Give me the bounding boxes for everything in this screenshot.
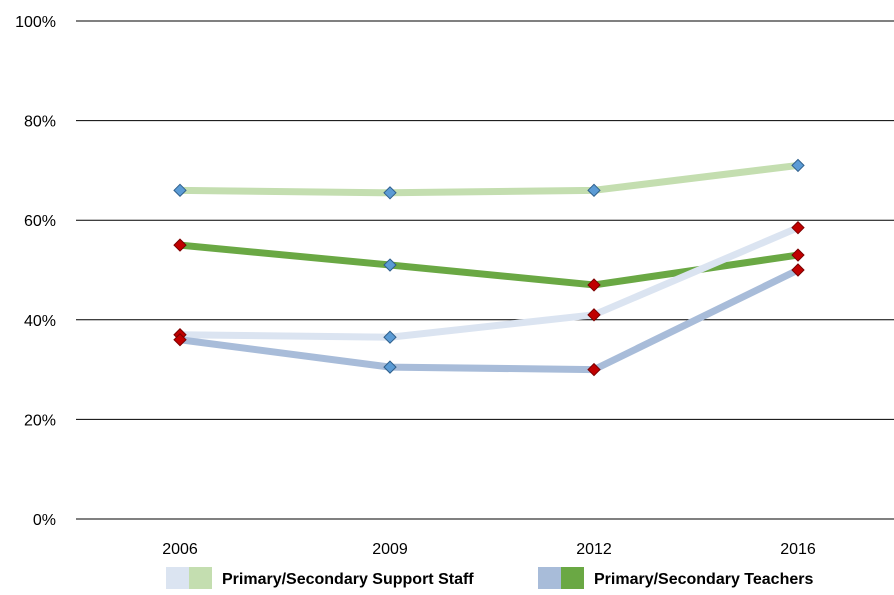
data-point-marker <box>173 183 187 198</box>
legend-item: Primary/Secondary Teachers <box>538 567 813 589</box>
data-point-marker <box>383 258 397 272</box>
series-line-3 <box>179 224 800 341</box>
data-point-marker <box>791 220 805 235</box>
legend: Primary/Secondary Support Staff Primary/S… <box>166 567 813 589</box>
data-point-marker <box>383 330 397 344</box>
y-tick-label: 80% <box>24 114 56 131</box>
y-tick-label: 20% <box>24 412 56 429</box>
data-point-marker <box>791 263 805 277</box>
gridlines <box>76 20 894 520</box>
legend-swatch <box>538 567 561 589</box>
data-point-marker <box>791 158 805 173</box>
series-lines <box>179 161 800 374</box>
legend-swatch <box>561 567 584 589</box>
x-tick-label: 2012 <box>576 541 612 558</box>
legend-label: Primary/Secondary Support Staff <box>222 571 474 588</box>
legend-label: Primary/Secondary Teachers <box>594 571 813 588</box>
legend-item: Primary/Secondary Support Staff <box>166 567 474 589</box>
x-tick-label: 2009 <box>372 541 408 558</box>
y-tick-label: 0% <box>33 512 56 529</box>
data-point-marker <box>587 308 601 322</box>
data-point-marker <box>791 248 805 262</box>
x-axis-ticks: 2006 2009 2012 2016 <box>162 541 816 558</box>
y-tick-label: 100% <box>15 14 56 31</box>
data-point-marker <box>383 360 397 374</box>
data-point-marker <box>173 333 187 347</box>
legend-swatch <box>166 567 189 589</box>
data-point-marker <box>587 362 601 377</box>
x-tick-label: 2016 <box>780 541 816 558</box>
series-markers <box>173 158 805 377</box>
data-point-marker <box>383 186 397 200</box>
data-point-marker <box>173 238 187 252</box>
series-line-4 <box>179 266 800 374</box>
data-point-marker <box>587 278 601 292</box>
legend-swatch <box>189 567 212 589</box>
y-axis-ticks: 0% 20% 40% 60% 80% 100% <box>15 14 56 529</box>
y-tick-label: 40% <box>24 313 56 330</box>
x-tick-label: 2006 <box>162 541 198 558</box>
y-tick-label: 60% <box>24 213 56 230</box>
series-line-1 <box>179 161 799 197</box>
data-point-marker <box>587 183 601 198</box>
